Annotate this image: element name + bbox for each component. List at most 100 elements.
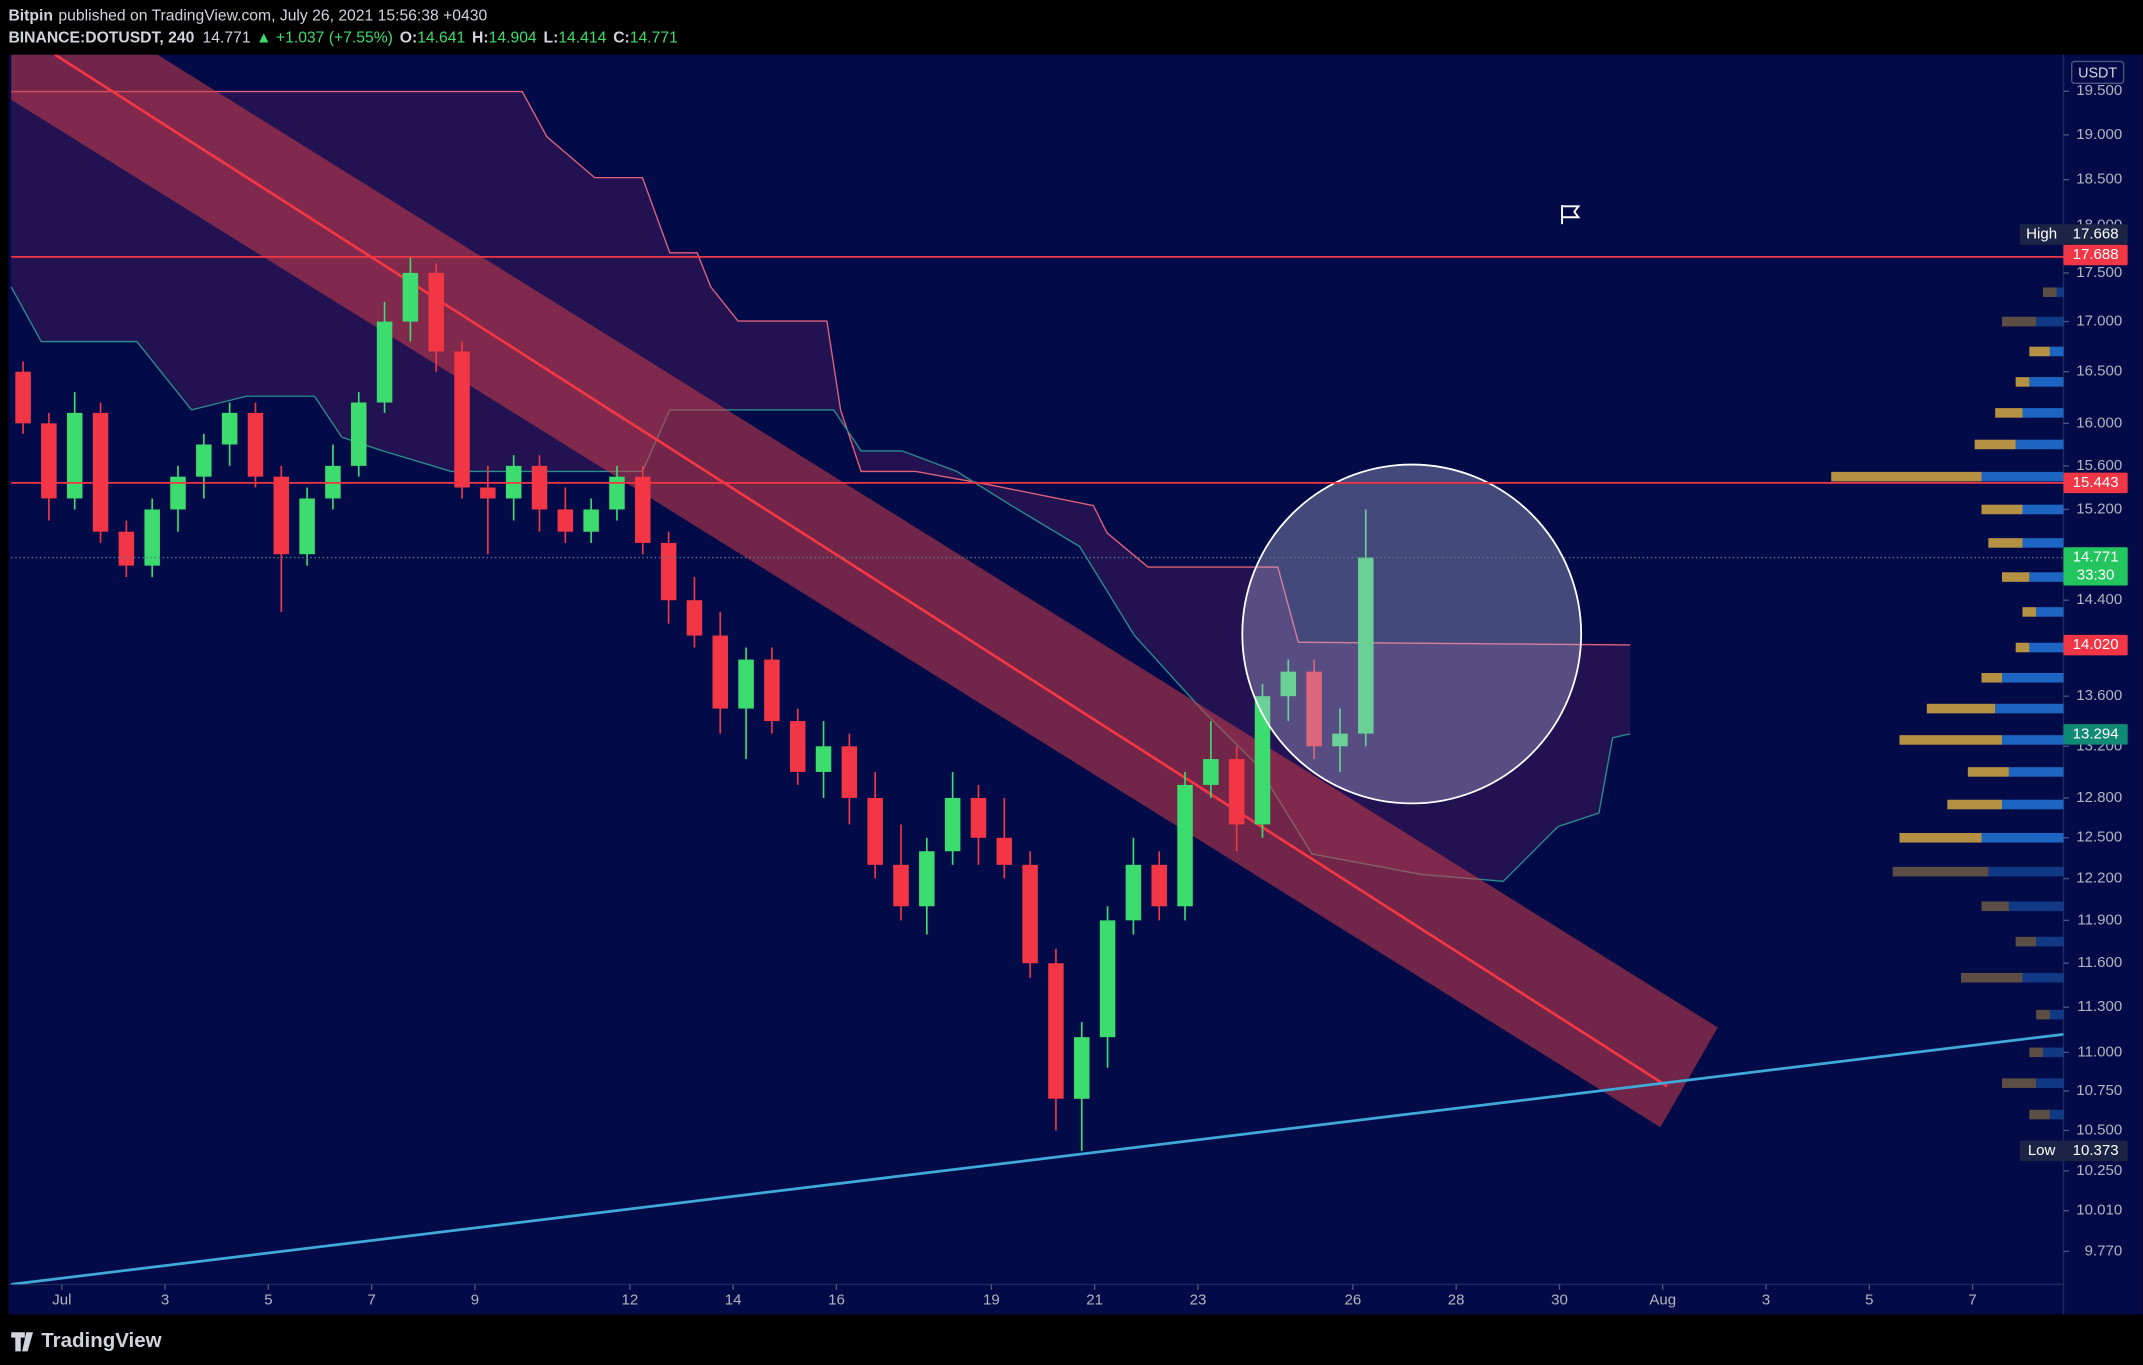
- volume-down: [2022, 607, 2037, 617]
- candle-body: [170, 476, 186, 510]
- brand-name: TradingView: [41, 1329, 161, 1352]
- y-tick-label: 11.600: [2077, 954, 2122, 971]
- volume-up: [2008, 767, 2064, 777]
- x-tick-label: 7: [1968, 1292, 1976, 1309]
- volume-up: [1981, 471, 2064, 482]
- candle-body: [557, 509, 574, 532]
- candle-body: [92, 412, 109, 532]
- candle-body: [789, 721, 806, 772]
- price-tag-bg: [2019, 1140, 2064, 1162]
- candle-body: [1306, 671, 1322, 747]
- candle-body: [15, 371, 31, 424]
- candle-body: [1280, 671, 1297, 697]
- y-tick-label: 15.600: [2076, 457, 2122, 474]
- y-tick-label: 17.500: [2076, 264, 2122, 281]
- x-tick-label: 16: [828, 1292, 845, 1309]
- candle-body: [531, 465, 548, 510]
- price-label-bg: [2063, 547, 2128, 586]
- x-tick-label: 23: [1190, 1292, 1207, 1309]
- x-tick-label: 5: [1865, 1292, 1873, 1309]
- volume-down: [1899, 735, 2002, 745]
- volume-up: [2036, 1078, 2064, 1088]
- ohlc-value: 14.771: [630, 29, 678, 46]
- candle-body: [660, 542, 677, 601]
- ohlc-label: O:: [400, 29, 417, 46]
- volume-down: [1981, 901, 2009, 912]
- price-label: 14.771: [2073, 548, 2119, 565]
- candle-body: [1332, 733, 1348, 747]
- currency: USDT: [2078, 66, 2117, 82]
- volume-down: [1995, 408, 2023, 418]
- y-tick-label: 12.800: [2076, 789, 2122, 806]
- volume-up: [2049, 1109, 2064, 1120]
- volume-down: [2029, 1047, 2043, 1058]
- candle-body: [1125, 864, 1142, 921]
- price-label-bg: [2063, 1140, 2128, 1162]
- volume-down: [2029, 1109, 2050, 1120]
- volume-down: [1967, 767, 2009, 777]
- trend-line: [11, 1032, 2064, 1285]
- candle-body: [738, 659, 754, 709]
- volume-down: [1899, 832, 1982, 843]
- x-tick-label: 12: [622, 1292, 639, 1309]
- flag-icon: [1561, 204, 1581, 225]
- x-tick-label: 3: [1762, 1292, 1770, 1309]
- candle-body: [118, 531, 135, 566]
- price-label: 10.373: [2073, 1142, 2119, 1159]
- candle-body: [635, 476, 651, 543]
- x-tick-label: 7: [367, 1292, 375, 1309]
- volume-down: [2015, 936, 2037, 947]
- y-tick-label: 19.500: [2076, 82, 2122, 99]
- ohlc-label: C:: [613, 29, 630, 46]
- candle-body: [1254, 696, 1271, 825]
- x-tick-label: Jul: [52, 1292, 71, 1309]
- change: ▲ +1.037 (+7.55%): [256, 29, 393, 46]
- y-tick-label: 15.200: [2076, 500, 2122, 517]
- y-tick-label: 12.500: [2076, 829, 2122, 846]
- volume-up: [2022, 408, 2064, 418]
- x-tick-label: 14: [725, 1292, 742, 1309]
- y-tick-label: 11.300: [2077, 998, 2122, 1015]
- header-line: Bitpin published on TradingView.com, July…: [8, 8, 487, 25]
- price-label-bg: [2063, 224, 2128, 245]
- volume-up: [2001, 735, 2064, 745]
- volume-up: [2029, 642, 2064, 653]
- brand-logo: [11, 1332, 34, 1352]
- volume-up: [2049, 346, 2064, 357]
- volume-down: [1961, 972, 2023, 983]
- highlight-circle: [1241, 463, 1583, 805]
- published: published on TradingView.com, July 26, 2…: [58, 8, 487, 25]
- volume-down: [2001, 316, 2037, 327]
- x-tick-label: 5: [264, 1292, 272, 1309]
- candle-body: [1048, 963, 1064, 1099]
- candle-body: [1151, 864, 1167, 907]
- price-label-bg: [2063, 244, 2128, 266]
- candle-body: [454, 351, 470, 488]
- y-tick-label: 11.000: [2077, 1043, 2122, 1060]
- candle-body: [893, 864, 909, 907]
- y-tick-label: 10.750: [2076, 1082, 2122, 1099]
- symbol: BINANCE:DOTUSDT, 240: [8, 29, 194, 46]
- candle-body: [221, 412, 238, 445]
- volume-up: [1988, 866, 2064, 877]
- volume-up: [2056, 287, 2064, 298]
- x-tick-label: 3: [161, 1292, 169, 1309]
- candle-body: [1177, 784, 1193, 907]
- volume-up: [2036, 316, 2064, 327]
- candle-body: [609, 476, 625, 510]
- candle-body: [996, 837, 1013, 865]
- ohlc-label: H:: [472, 29, 489, 46]
- candle-body: [919, 851, 935, 907]
- candle-body: [351, 402, 367, 466]
- volume-up: [2015, 439, 2064, 450]
- candle-body: [196, 444, 212, 477]
- candle-body: [402, 272, 419, 322]
- candle-body: [480, 487, 496, 499]
- candle-body: [144, 509, 160, 566]
- candle-body: [1022, 864, 1038, 964]
- volume-down: [2015, 377, 2030, 387]
- y-tick-label: 10.250: [2076, 1162, 2122, 1179]
- legend: BINANCE:DOTUSDT, 240 14.771 ▲ +1.037 (+7.5…: [8, 29, 677, 46]
